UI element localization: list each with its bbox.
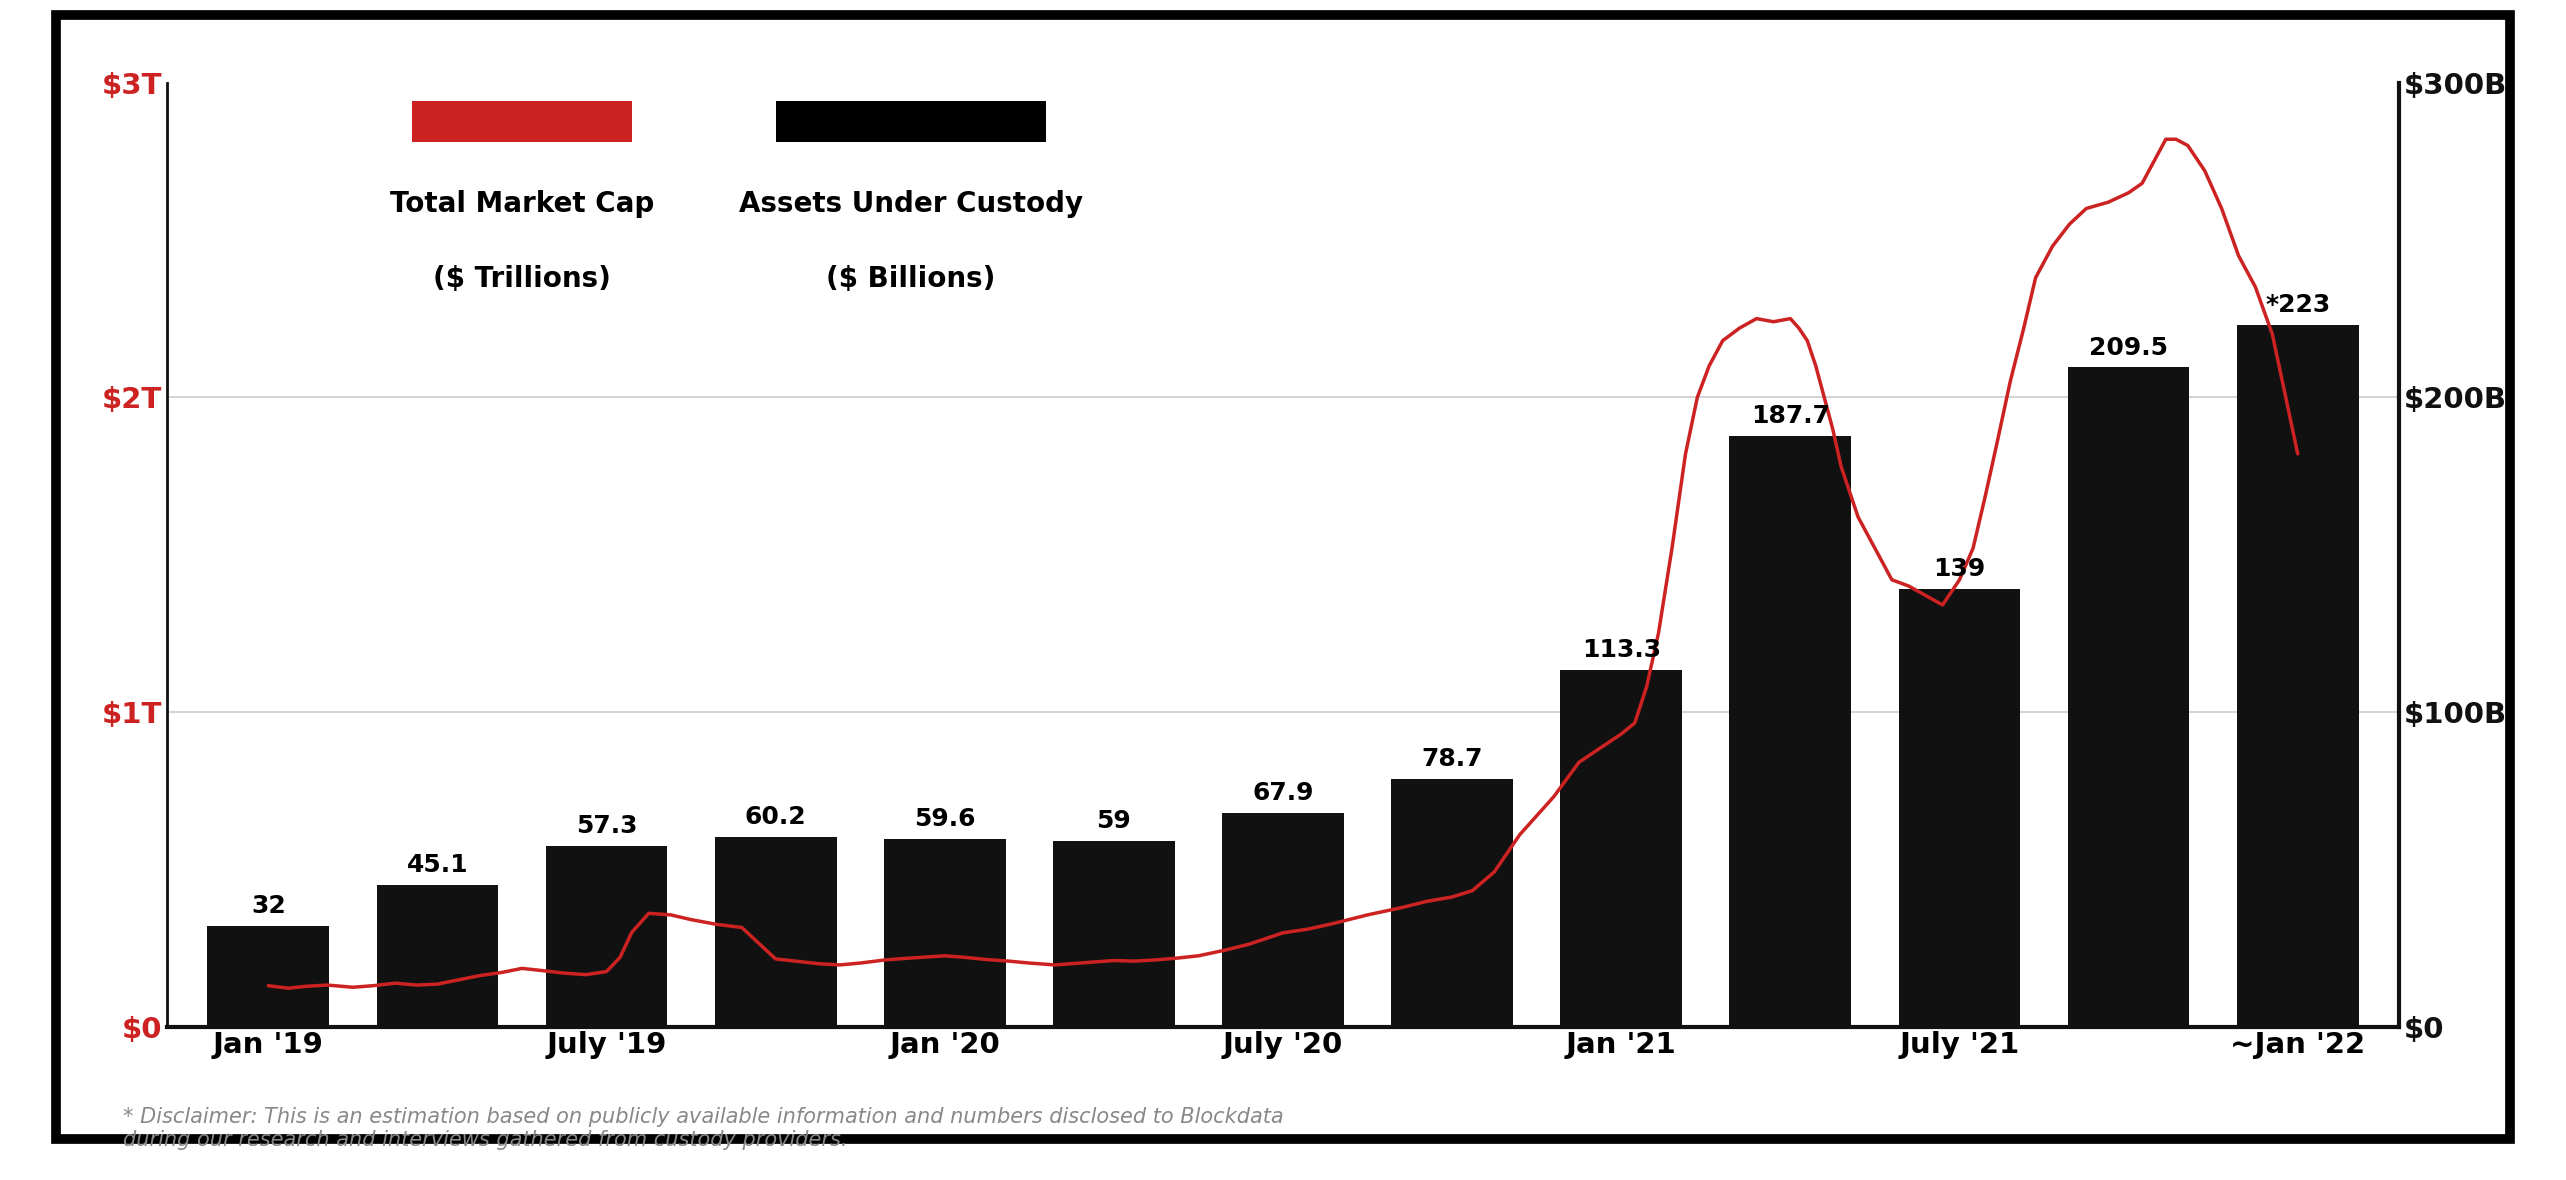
Text: * Disclaimer: This is an estimation based on publicly available information and : * Disclaimer: This is an estimation base…	[123, 1107, 1283, 1150]
Text: 59: 59	[1096, 809, 1132, 833]
Bar	[377, 885, 498, 1027]
Text: 57.3: 57.3	[575, 814, 636, 839]
Text: 78.7: 78.7	[1422, 747, 1483, 771]
Text: *223: *223	[2266, 293, 2330, 317]
Bar	[2238, 324, 2358, 1027]
Bar	[1221, 813, 1345, 1027]
Text: ($ Billions): ($ Billions)	[826, 266, 996, 293]
Bar	[1391, 779, 1514, 1027]
Bar	[1729, 435, 1850, 1027]
Bar	[1899, 589, 2019, 1027]
Text: ($ Trillions): ($ Trillions)	[434, 266, 611, 293]
Bar	[2068, 367, 2189, 1027]
Text: 209.5: 209.5	[2089, 335, 2168, 360]
Bar	[208, 926, 328, 1027]
Text: 32: 32	[251, 894, 285, 918]
Text: 139: 139	[1932, 557, 1986, 582]
FancyBboxPatch shape	[413, 101, 631, 143]
Text: 187.7: 187.7	[1750, 404, 1830, 428]
Bar	[883, 839, 1006, 1027]
Bar	[547, 846, 667, 1027]
Bar	[1560, 670, 1683, 1027]
Text: 59.6: 59.6	[913, 807, 975, 831]
Text: 67.9: 67.9	[1252, 781, 1314, 805]
Text: 45.1: 45.1	[405, 853, 467, 877]
FancyBboxPatch shape	[775, 101, 1047, 143]
Bar	[1052, 841, 1175, 1027]
Text: 60.2: 60.2	[744, 805, 806, 830]
Text: Total Market Cap: Total Market Cap	[390, 190, 654, 217]
Text: Assets Under Custody: Assets Under Custody	[739, 190, 1083, 217]
Text: 113.3: 113.3	[1581, 638, 1660, 662]
Bar	[716, 837, 837, 1027]
